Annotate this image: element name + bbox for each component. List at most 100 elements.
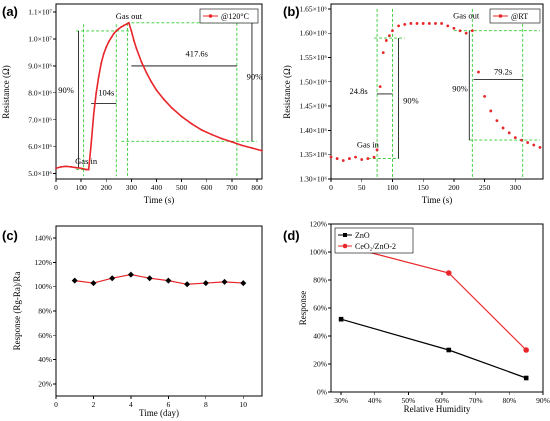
panel-c-xlabel: Time (day) [139,408,179,418]
data-point [210,133,213,136]
y-tick-label: 1.45×10⁶ [300,102,328,111]
data-point [375,148,379,152]
data-point [105,46,108,48]
data-point [125,23,128,26]
data-point [127,271,134,278]
data-point [483,94,487,98]
data-point [507,131,511,135]
data-point [387,34,391,37]
data-point [115,30,118,32]
panel-b-annotations: Gas in Gas out 24.8s 90% 90% 79.2s [350,11,513,150]
series-line [55,21,263,171]
data-point [501,126,505,130]
series-line [340,244,527,351]
data-point [446,24,450,28]
data-point [184,281,191,288]
series-line [74,273,244,285]
y-tick-label: 0% [317,388,327,397]
data-point [95,91,98,94]
panel-b-legend-marker [498,14,503,18]
y-tick-label: 20% [313,360,327,369]
x-tick-label: 50 [358,183,366,192]
data-point [366,157,370,160]
panel-d-xlabel: Relative Humidity [404,404,471,414]
x-tick-label: 150 [418,183,430,192]
panel-d-legend-marker-ceo2 [342,243,348,249]
panel-d-humidity: (d) 30% 40% 50% 60% 70% 80% 90% 0% 20% 40% 60% 80% 1… [283,220,550,415]
data-point [85,168,88,171]
data-point [220,137,223,140]
data-point [221,278,228,285]
panel-d-ylabel: Response [298,291,308,326]
y-tick-label: 1.0×10⁷ [28,35,52,44]
data-point [372,155,376,159]
panel-d-legend: ZnO CeO₂/ZnO-2 [334,227,414,254]
x-tick-label: 8 [204,400,208,409]
panel-a-label: (a) [2,4,18,19]
data-point [495,119,499,123]
panel-c-stability: (c) 0 2 4 6 8 10 20% 40% 60% 80% 100% 120% 140% Time… [2,225,263,418]
y-tick-label: 1.35×10⁶ [300,150,328,159]
data-point [384,39,388,42]
y-tick-label: 6.0×10⁶ [28,142,52,151]
data-point [440,22,444,25]
data-point [127,21,130,24]
data-point [354,155,357,159]
data-point [190,122,193,125]
data-point [251,147,253,149]
x-tick-label: 0 [54,183,58,192]
data-point [92,113,95,116]
data-point [110,36,113,39]
data-point [523,347,529,353]
data-point [230,140,233,143]
x-tick-label: 10 [240,400,248,409]
panel-d-ticks: 30% 40% 50% 60% 70% 80% 90% 0% 20% 40% 60% 80% 100% 1… [310,220,550,406]
x-tick-label: 400 [151,183,163,192]
data-point [107,40,110,43]
panel-a-legend-box [199,8,259,24]
data-point [71,277,78,284]
panel-b-resistance-rt: (b) 0 50 100 150 200 250 300 1.30×10⁶ 1.35×10⁶ 1.… [282,3,544,205]
data-point [140,60,143,63]
panel-b-xlabel: Time (s) [422,195,452,205]
y-tick-label: 100% [310,248,328,257]
data-point [489,109,493,113]
annotation-text: 417.6s [185,49,207,59]
data-point [87,168,90,171]
data-point [446,347,452,353]
data-point [135,47,138,50]
data-point [109,275,116,282]
annotation-text: 90% [452,84,468,94]
panel-d-legend-text-zno: ZnO [355,231,370,240]
data-point [130,30,133,32]
x-tick-label: 6 [166,400,170,409]
x-tick-label: 60% [435,396,449,405]
annotation-text: 24.8s [350,86,368,96]
data-point [155,89,158,92]
data-point [132,39,135,42]
data-point [526,141,530,144]
panel-b-label: (b) [283,4,300,19]
data-point [200,129,203,131]
data-point [100,62,103,65]
panel-a-plot-frame [55,3,263,180]
y-tick-label: 80% [38,307,52,316]
x-tick-label: 300 [510,183,522,192]
panel-c-ticks: 0 2 4 6 8 10 20% 40% 60% 80% 100% 120% 140% [35,234,248,409]
y-tick-label: 140% [35,234,53,243]
annotation-text: Gas in [75,156,98,166]
data-point [170,106,173,109]
panel-a-legend-marker [208,14,213,18]
x-tick-label: 700 [226,183,238,192]
annotation-text: Gas out [453,11,480,21]
data-point [146,275,153,282]
data-point [150,81,153,83]
x-tick-label: 40% [368,396,382,405]
data-point [90,280,97,287]
series-line [340,318,527,379]
y-tick-label: 5.0×10⁶ [28,169,52,178]
annotation-text: 90% [403,96,419,106]
panel-d-series [338,242,529,381]
y-tick-label: 1.55×10⁶ [300,53,328,62]
x-tick-label: 80% [502,396,516,405]
